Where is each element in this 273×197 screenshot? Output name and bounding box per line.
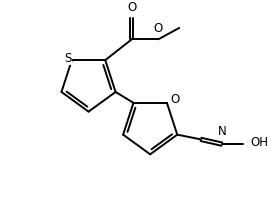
Text: OH: OH: [250, 136, 268, 149]
Text: S: S: [64, 52, 72, 65]
Text: O: O: [171, 94, 180, 107]
Text: N: N: [218, 125, 226, 138]
Text: O: O: [127, 1, 136, 14]
Text: O: O: [154, 21, 163, 34]
